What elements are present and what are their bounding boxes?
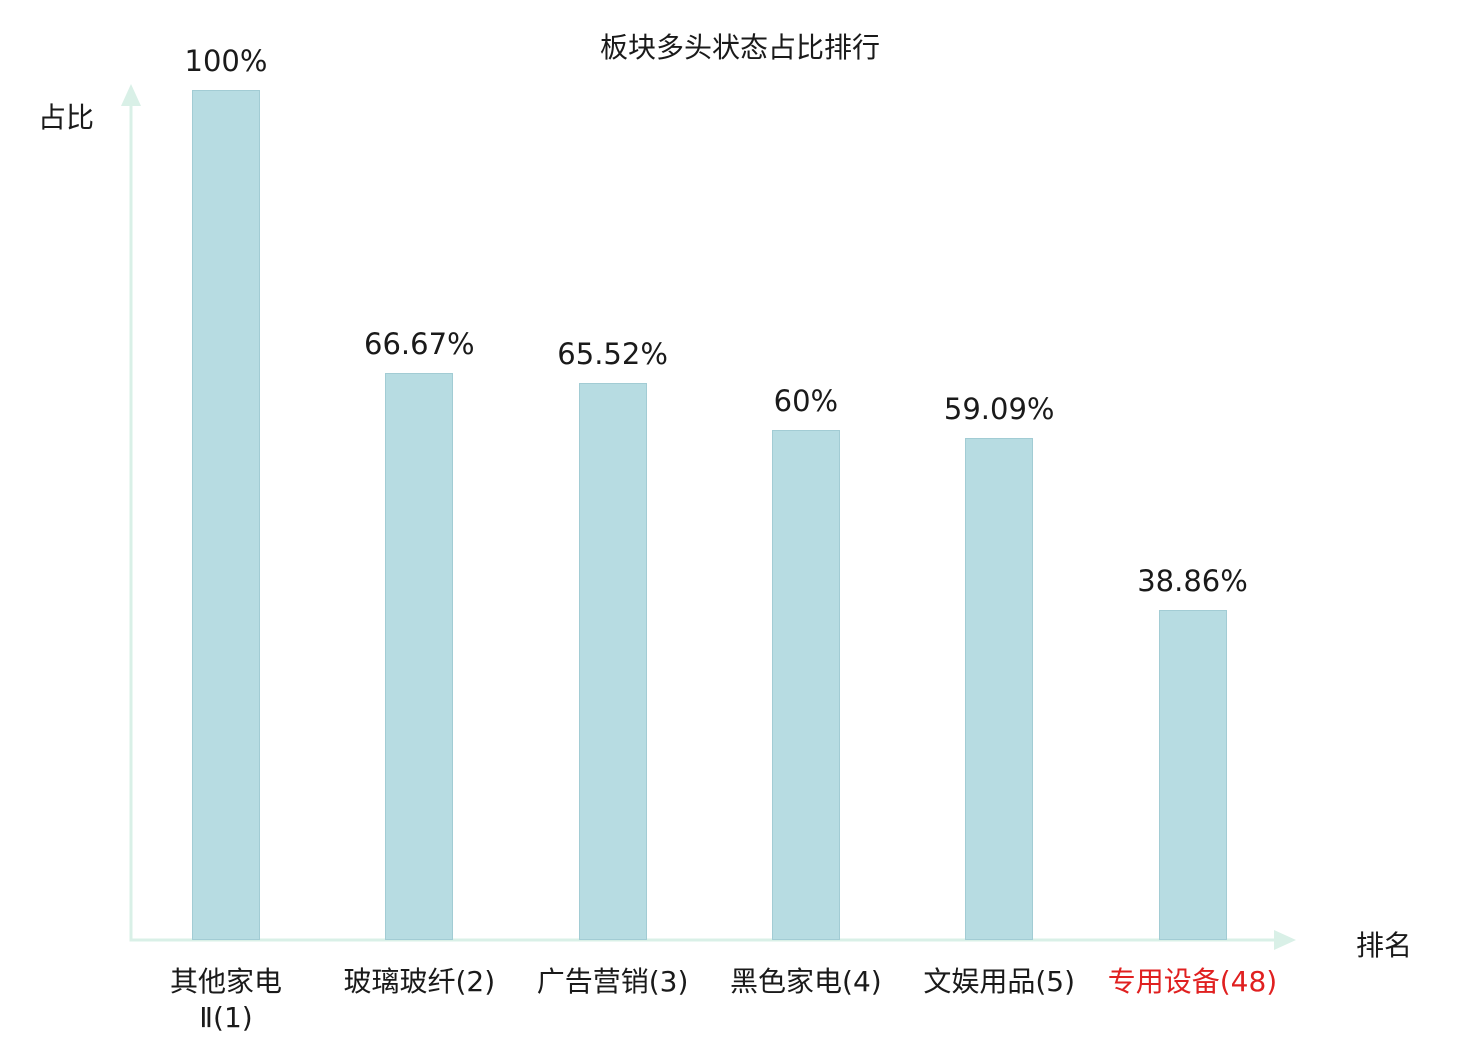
bar-category-label: 文娱用品(5) xyxy=(923,965,1076,998)
bar xyxy=(192,90,260,940)
bar-category-label: 专用设备(48) xyxy=(1107,965,1278,998)
bar xyxy=(578,383,647,940)
bar-value-label: 65.52% xyxy=(557,337,668,371)
bar-category-label: 广告营销(3) xyxy=(536,965,689,998)
bar-value-label: 38.86% xyxy=(1137,564,1248,598)
bar-value-label: 60% xyxy=(773,384,839,418)
bar xyxy=(385,373,454,940)
x-axis-arrow-icon xyxy=(1274,930,1296,950)
bar-value-label: 59.09% xyxy=(943,392,1055,426)
y-axis-arrow-icon xyxy=(121,84,141,106)
x-axis-label: 排名 xyxy=(1356,929,1413,962)
bar-value-label: 66.67% xyxy=(364,327,475,361)
y-axis-label: 占比 xyxy=(38,101,95,134)
chart-title: 板块多头状态占比排行 xyxy=(599,31,880,64)
bar-category-label: 玻璃玻纤(2) xyxy=(343,965,496,998)
bar-category-label: 其他家电 Ⅱ(1) xyxy=(169,965,282,1034)
bar xyxy=(771,430,840,940)
bar-value-label: 100% xyxy=(184,44,268,78)
bar xyxy=(965,438,1034,940)
bar-category-label: 黑色家电(4) xyxy=(730,965,882,998)
bar xyxy=(1158,610,1227,940)
